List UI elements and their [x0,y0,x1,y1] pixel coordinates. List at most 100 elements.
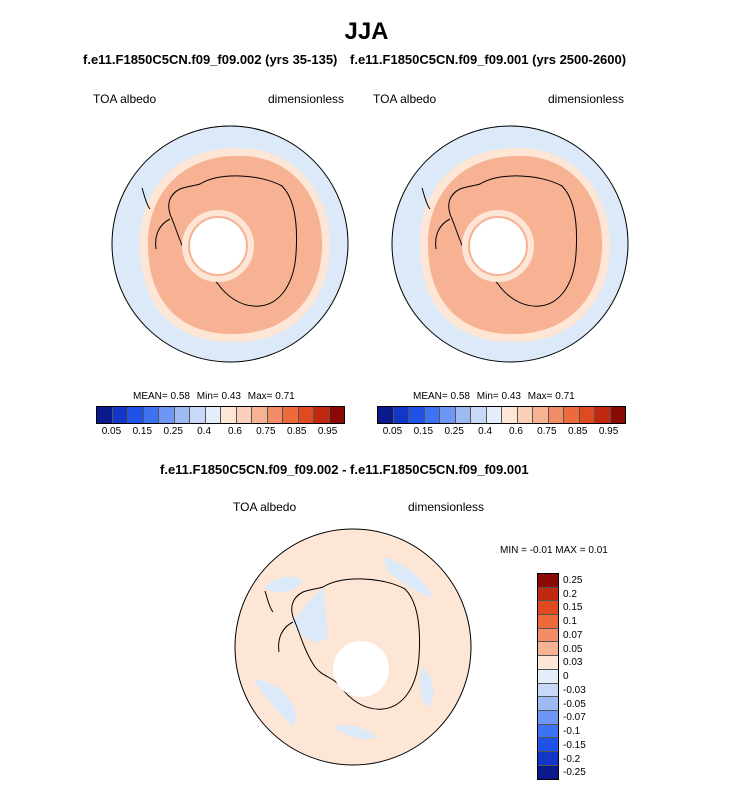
colorbar-tick-label: 0.95 [598,426,619,437]
colorbar-tick-label: 0.75 [537,426,557,437]
colorbar-swatch [97,407,113,423]
colorbar-swatch [538,683,558,698]
colorbar-swatch [378,407,394,423]
colorbar-tick-label: 0.6 [508,426,523,437]
diff-variable: TOA albedo [233,500,297,514]
colorbar-swatch [538,697,558,711]
colorbar-swatch [538,765,558,780]
colorbar-tick-label: 0.25 [444,426,464,437]
page-title: JJA [344,18,389,45]
colorbar-swatch [236,407,252,423]
diff-minmax: MIN = -0.01 MAX = 0.01 [500,545,608,556]
panel1-min: Min= 0.43 [196,391,241,402]
colorbar-tick-label: 0.07 [563,629,583,641]
colorbar-tick-label: -0.15 [563,739,586,751]
colorbar-swatch [564,407,580,423]
colorbar-swatch [538,751,558,766]
colorbar-tick-label: 0.25 [163,426,183,437]
colorbar-tick-label: 0.05 [382,426,403,437]
colorbar-tick-label: 0.05 [563,643,583,655]
panel1-colorbar-ticks: 0.05 0.15 0.25 0.4 0.6 0.75 0.85 0.95 [96,426,343,440]
colorbar-swatch [538,574,558,588]
colorbar-swatch [393,407,409,423]
colorbar-tick-label: 0.4 [197,426,212,437]
colorbar-tick-label: 0.75 [256,426,276,437]
colorbar-tick-label: -0.07 [563,712,586,724]
colorbar-swatch [579,407,595,423]
colorbar-swatch [409,407,425,423]
colorbar-swatch [502,407,518,423]
colorbar-swatch [538,656,558,670]
colorbar-swatch [486,407,502,423]
panel2-mean: MEAN= 0.58 [413,391,470,402]
colorbar-swatch [283,407,299,423]
panel2-colorbar-ticks: 0.05 0.15 0.25 0.4 0.6 0.75 0.85 0.95 [377,426,624,440]
colorbar-swatch [548,407,564,423]
colorbar-tick-label: -0.2 [563,753,581,765]
colorbar-tick-label: 0.4 [478,426,493,437]
colorbar-swatch [538,710,558,725]
colorbar-swatch [517,407,533,423]
panel2-stats: MEAN= 0.58 Min= 0.43 Max= 0.71 [413,391,579,402]
colorbar-swatch [190,407,206,423]
colorbar-swatch [143,407,159,423]
colorbar-swatch [252,407,268,423]
panel2-units: dimensionless [548,92,625,106]
panel2-title: f.e11.F1850C5CN.f09_f09.001 (yrs 2500-26… [350,52,627,67]
panel1-mean: MEAN= 0.58 [133,391,190,402]
diff-colorbar-ticks: 0.25 0.2 0.15 0.1 0.07 0.05 0.03 0 -0.03 -0.05 -0.… [563,573,603,779]
colorbar-tick-label: 0.15 [563,602,583,614]
colorbar-swatch [538,724,558,739]
colorbar-tick-label: 0.2 [563,588,577,600]
colorbar-swatch [174,407,190,423]
colorbar-tick-label: 0 [563,671,569,683]
colorbar-tick-label: -0.03 [563,684,586,696]
panel1-max: Max= 0.71 [247,391,295,402]
colorbar-tick-label: 0.85 [286,426,307,437]
panel2-colorbar [377,406,626,424]
diff-colorbar [537,573,559,781]
colorbar-tick-label: 0.15 [413,426,434,437]
colorbar-swatch [533,407,549,423]
panel2-polar-map [391,125,629,363]
colorbar-swatch [314,407,330,423]
colorbar-tick-label: 0.1 [563,616,577,628]
colorbar-swatch [538,669,558,684]
diff-units: dimensionless [408,500,485,514]
colorbar-swatch [595,407,611,423]
colorbar-swatch [298,407,314,423]
colorbar-swatch [538,628,558,643]
colorbar-swatch [205,407,221,423]
colorbar-tick-label: 0.25 [563,575,583,586]
panel1-stats: MEAN= 0.58 Min= 0.43 Max= 0.71 [133,391,299,402]
colorbar-tick-label: 0.15 [132,426,153,437]
colorbar-swatch [538,587,558,602]
colorbar-tick-label: 0.95 [317,426,338,437]
panel2-variable: TOA albedo [373,92,437,106]
colorbar-swatch [329,407,344,423]
diff-polar-map [234,528,472,766]
colorbar-tick-label: 0.03 [563,657,583,669]
colorbar-swatch [159,407,175,423]
panel1-polar-map [111,125,349,363]
colorbar-swatch [538,642,558,657]
colorbar-swatch [267,407,283,423]
colorbar-swatch [538,601,558,616]
colorbar-tick-label: -0.05 [563,698,586,710]
colorbar-swatch [128,407,144,423]
colorbar-swatch [538,738,558,752]
colorbar-swatch [440,407,456,423]
panel1-units: dimensionless [268,92,345,106]
panel1-title: f.e11.F1850C5CN.f09_f09.002 (yrs 35-135) [83,52,338,67]
colorbar-tick-label: 0.05 [101,426,122,437]
colorbar-swatch [538,615,558,629]
colorbar-tick-label: 0.85 [567,426,588,437]
diff-title: f.e11.F1850C5CN.f09_f09.002 - f.e11.F185… [160,462,529,477]
colorbar-swatch [610,407,625,423]
colorbar-swatch [112,407,128,423]
colorbar-swatch [455,407,471,423]
colorbar-swatch [424,407,440,423]
colorbar-tick-label: 0.6 [227,426,242,437]
panel1-variable: TOA albedo [93,92,157,106]
colorbar-tick-label: -0.25 [563,767,586,779]
